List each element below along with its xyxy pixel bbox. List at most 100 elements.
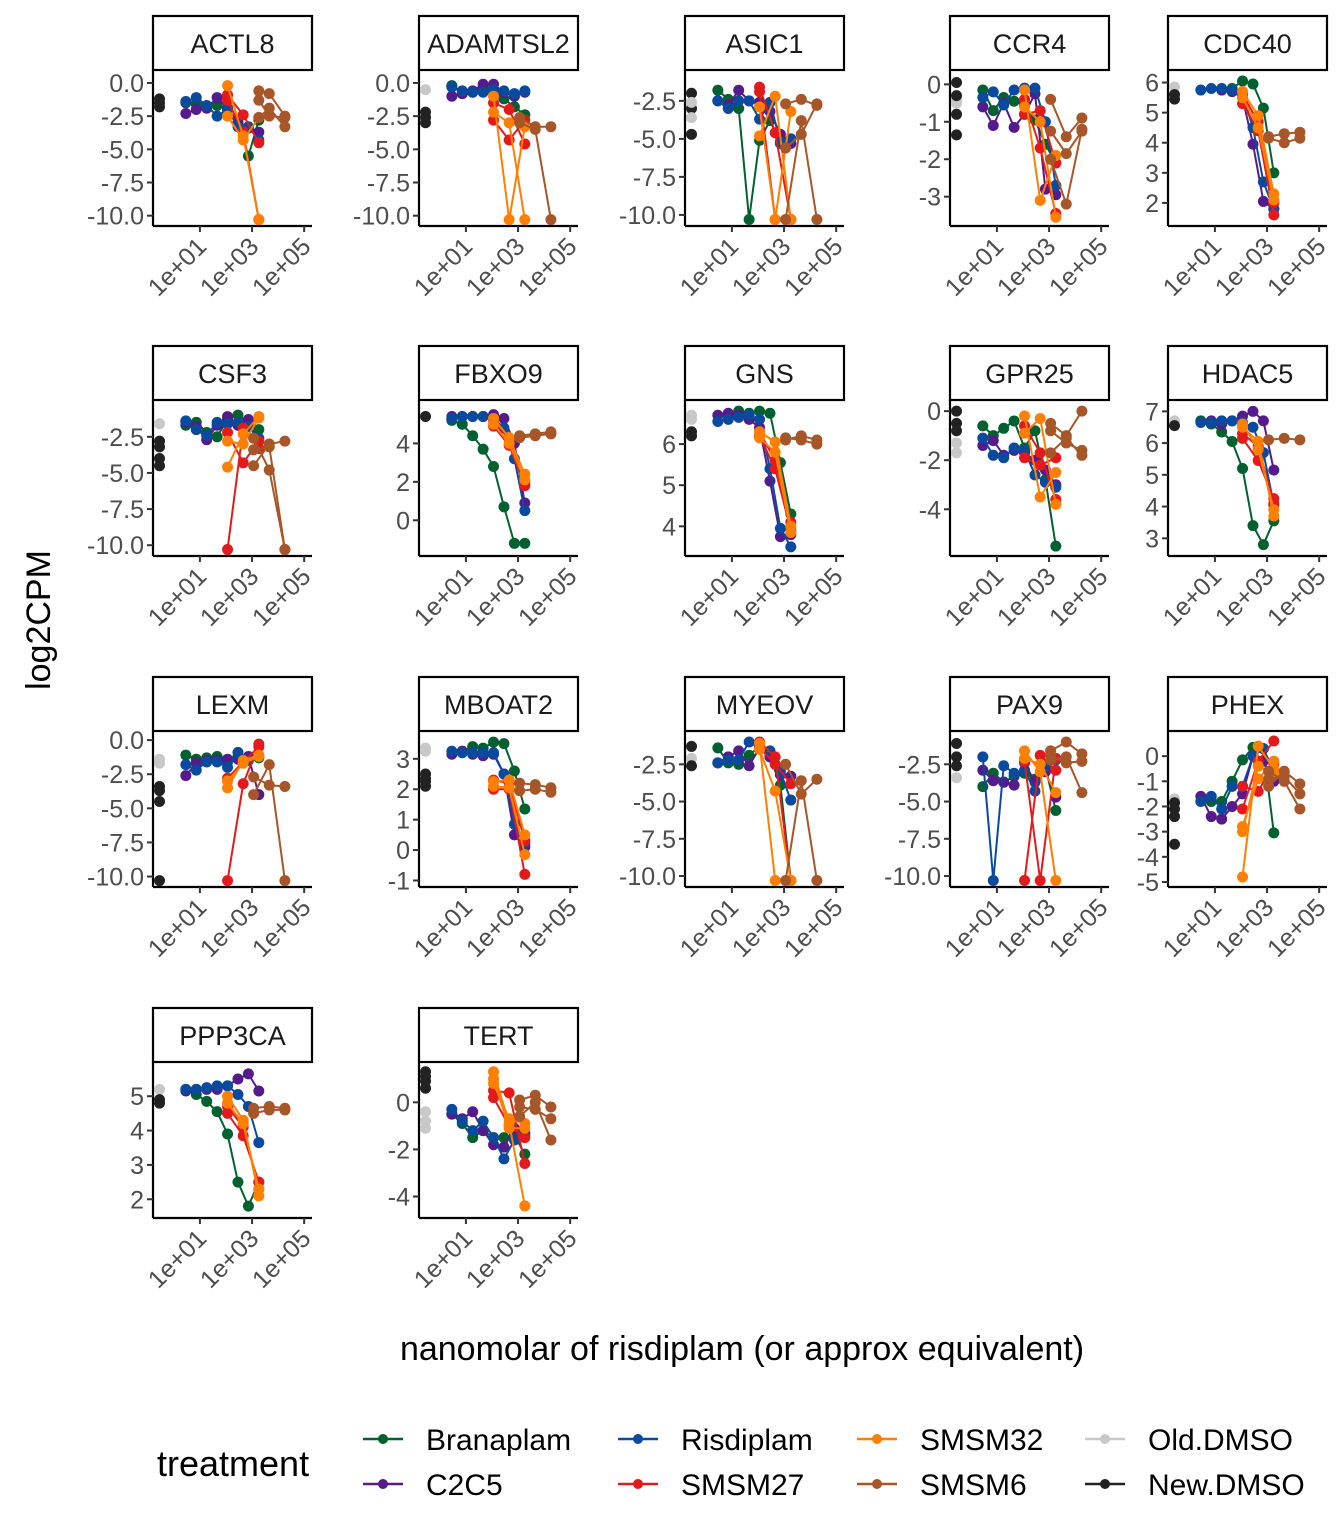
facet-strip [417, 14, 580, 72]
data-point-branaplam [211, 431, 223, 443]
data-point-branaplam [712, 742, 724, 754]
data-point-risdiplam [1205, 83, 1217, 95]
legend-item-risdiplam: Risdiplam [618, 1424, 813, 1457]
data-point-risdiplam [232, 1088, 244, 1100]
data-point-smsm6 [529, 123, 541, 135]
data-point-smsm6 [780, 875, 792, 887]
data-point-branaplam [743, 749, 755, 761]
y-tick-label: -2.5 [101, 761, 144, 789]
x-tick-label: 1e+01 [143, 562, 212, 631]
data-point-smsm6 [780, 758, 792, 770]
data-point-smsm6 [1045, 447, 1057, 459]
data-point-smsm6 [263, 110, 275, 122]
data-point-smsm32 [519, 1200, 531, 1212]
data-point-c2c5 [1205, 811, 1217, 823]
data-point-risdiplam [1205, 790, 1217, 802]
data-point-smsm6 [1060, 437, 1072, 449]
data-point-smsm6 [795, 128, 807, 140]
data-point-smsm32 [519, 474, 531, 486]
facet-strip-label: LEXM [196, 690, 270, 720]
data-point-smsm32 [1237, 826, 1249, 838]
data-point-smsm32 [519, 214, 531, 226]
data-point-smsm6 [795, 434, 807, 446]
data-point-smsm6 [1060, 198, 1072, 210]
data-point-risdiplam [211, 756, 223, 768]
y-tick-label: -3 [919, 184, 941, 212]
data-point-smsm6 [1278, 432, 1290, 444]
data-point-smsm6 [1294, 803, 1306, 815]
data-point-smsm6 [1076, 755, 1088, 767]
data-point-smsm6 [253, 111, 265, 123]
data-point-branaplam [1237, 462, 1249, 474]
y-tick-label: 6 [1145, 70, 1159, 98]
data-point-c2c5 [1008, 121, 1020, 133]
data-point-c2c5 [1008, 779, 1020, 791]
data-point-smsm27 [1019, 875, 1031, 887]
data-point-branaplam [1050, 540, 1062, 552]
data-point-new.dmso [686, 128, 698, 140]
y-tick-label: 0.0 [109, 70, 144, 98]
data-point-risdiplam [467, 1125, 479, 1137]
facet-panels: ACTL80.0-2.5-5.0-7.5-10.01e+011e+031e+05… [87, 14, 1331, 1294]
x-tick-label: 1e+03 [461, 893, 530, 962]
data-point-risdiplam [712, 757, 724, 769]
data-point-risdiplam [456, 1115, 468, 1127]
x-tick-label: 1e+03 [992, 893, 1061, 962]
x-tick-label: 1e+01 [675, 893, 744, 962]
data-point-smsm27 [1034, 459, 1046, 471]
data-point-smsm32 [785, 526, 797, 538]
y-tick-label: -7.5 [898, 826, 941, 854]
x-tick-label: 1e+03 [195, 232, 264, 301]
series-line-smsm6 [253, 445, 286, 550]
data-point-smsm27 [769, 758, 781, 770]
data-point-smsm32 [1050, 466, 1062, 478]
data-point-smsm6 [263, 88, 275, 100]
data-point-smsm6 [795, 788, 807, 800]
y-tick-label: -10.0 [87, 203, 144, 231]
data-point-smsm32 [1019, 84, 1031, 96]
data-point-risdiplam [1008, 84, 1020, 96]
legend-key-point [872, 1434, 882, 1444]
y-tick-label: 4 [396, 430, 410, 458]
facet-strip-label: GNS [735, 359, 794, 389]
legend-label: SMSM6 [920, 1469, 1027, 1502]
data-point-risdiplam [785, 794, 797, 806]
data-point-smsm6 [263, 759, 275, 771]
data-point-new.dmso [951, 425, 963, 437]
data-point-new.dmso [951, 751, 963, 763]
data-point-smsm6 [1060, 757, 1072, 769]
facet-strip [1166, 675, 1329, 733]
data-point-smsm6 [780, 98, 792, 110]
x-tick-label: 1e+01 [409, 562, 478, 631]
y-tick-label: 5 [1145, 100, 1159, 128]
x-tick-label: 1e+05 [1044, 893, 1113, 962]
y-tick-label: 0 [927, 71, 941, 99]
data-point-risdiplam [456, 85, 468, 97]
facet-strip-label: PHEX [1211, 690, 1285, 720]
y-tick-label: 4 [1145, 130, 1159, 158]
y-tick-label: -2 [1137, 793, 1159, 821]
data-point-old.dmso [154, 1083, 166, 1095]
data-point-new.dmso [420, 780, 432, 792]
data-point-smsm6 [545, 121, 557, 133]
legend-key-point [633, 1434, 643, 1444]
data-point-old.dmso [420, 1106, 432, 1118]
data-point-smsm27 [519, 1132, 531, 1144]
data-point-new.dmso [951, 760, 963, 772]
y-tick-label: 2 [1145, 190, 1159, 218]
y-tick-label: -1 [1137, 768, 1159, 796]
data-point-smsm27 [519, 1158, 531, 1170]
data-point-smsm27 [1237, 780, 1249, 792]
y-tick-label: -2.5 [898, 751, 941, 779]
data-point-risdiplam [498, 1153, 510, 1165]
data-point-new.dmso [154, 460, 166, 472]
data-point-risdiplam [201, 1082, 213, 1094]
data-point-risdiplam [519, 505, 531, 517]
y-tick-label: -7.5 [633, 164, 676, 192]
data-point-risdiplam [998, 99, 1010, 111]
